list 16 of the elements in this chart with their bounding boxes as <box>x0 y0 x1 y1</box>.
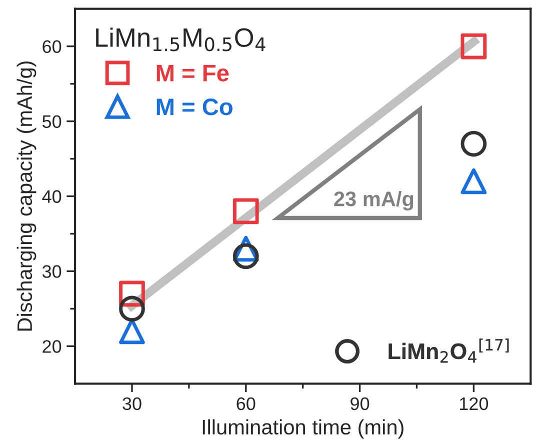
x-tick-label: 120 <box>460 397 488 410</box>
y-tick-label: 60 <box>42 40 62 54</box>
x-tick-label: 60 <box>236 397 256 410</box>
y-axis-title: Discharging capacity (mAh/g) <box>16 61 36 331</box>
x-tick-label: 90 <box>350 397 370 410</box>
legend-label: LiMn$_{2}$O$_{4}$$^{[17]}$ <box>388 338 509 363</box>
annotation: 23 mA/g <box>334 190 414 210</box>
y-tick-label: 30 <box>42 265 62 278</box>
y-tick-label: 20 <box>42 340 62 353</box>
legend-title: LiMn$_{1.5}$M$_{0.5}$O$_{4}$ <box>96 28 266 52</box>
legend-label: M = Co <box>156 98 232 116</box>
x-tick-label: 30 <box>122 397 142 410</box>
y-tick-label: 40 <box>42 190 62 203</box>
x-axis-title: Illumination time (min) <box>202 419 404 439</box>
legend-label: M = Fe <box>156 64 229 82</box>
y-tick-label: 50 <box>42 115 62 128</box>
